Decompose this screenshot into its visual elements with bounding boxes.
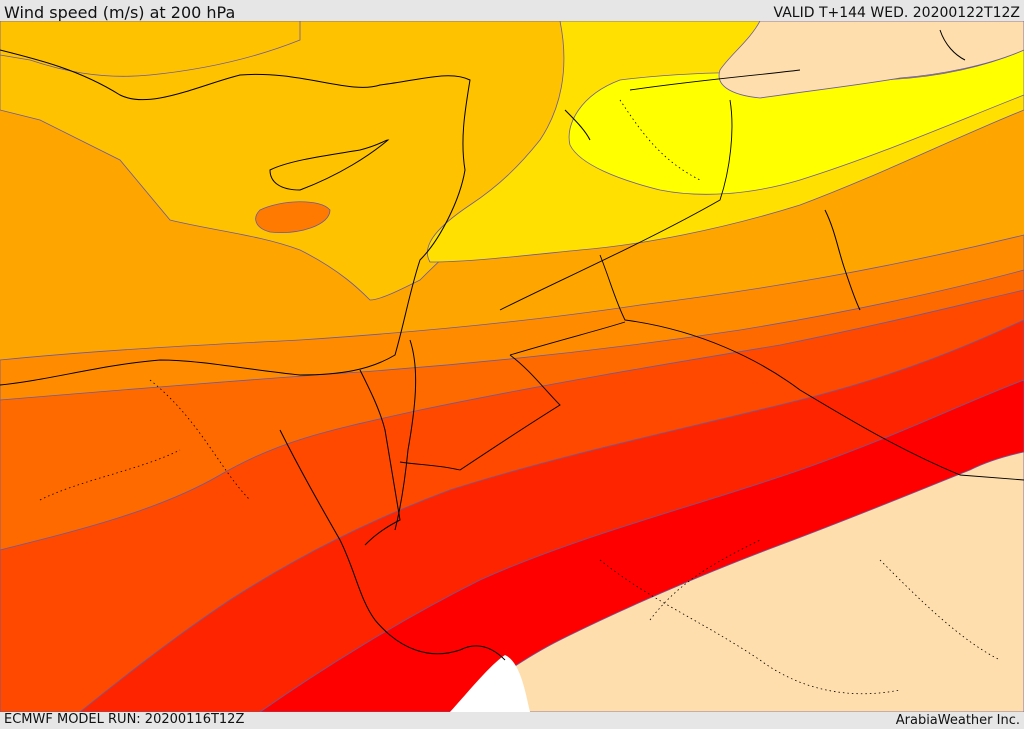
- map-title: Wind speed (m/s) at 200 hPa: [4, 3, 236, 22]
- calm-area-south: [449, 451, 1024, 712]
- valid-time: VALID T+144 WED. 20200122T12Z: [773, 5, 1020, 21]
- missing-data-area: [450, 655, 530, 712]
- wind-speed-map: [0, 21, 1024, 712]
- calm-area-north: [718, 21, 1024, 99]
- header-bar: Wind speed (m/s) at 200 hPa VALID T+144 …: [0, 0, 1024, 22]
- admin-boundaries: [39, 99, 1001, 695]
- wind-band-5-patch: [255, 201, 331, 233]
- footer-bar: ECMWF MODEL RUN: 20200116T12Z ArabiaWeat…: [0, 712, 1024, 729]
- credit-label: ArabiaWeather Inc.: [895, 713, 1020, 728]
- model-run-label: ECMWF MODEL RUN: 20200116T12Z: [4, 712, 245, 727]
- borders: [399, 69, 1024, 481]
- wind-band-3-northwest: [0, 21, 301, 77]
- coastlines: [0, 29, 966, 661]
- map-canvas: [0, 21, 1024, 712]
